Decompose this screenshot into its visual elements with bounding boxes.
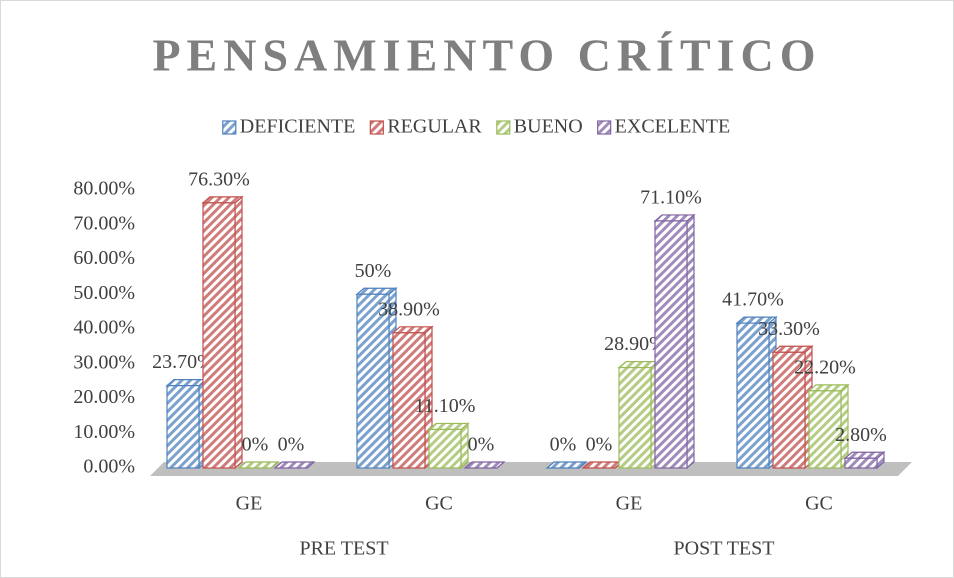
data-label: 23.70%	[152, 351, 214, 373]
data-label: 28.90%	[604, 333, 666, 355]
bar-top	[771, 345, 814, 353]
y-tick-label: 80.00%	[73, 178, 135, 200]
data-label: 38.90%	[378, 298, 440, 320]
group-label: PRE TEST	[299, 538, 388, 560]
x-tick-label: GE	[236, 493, 263, 515]
bar-top	[463, 461, 506, 469]
y-tick-label: 20.00%	[73, 386, 135, 408]
data-label: 76.30%	[188, 168, 250, 190]
data-label: 33.30%	[758, 318, 820, 340]
data-label: 0%	[468, 434, 495, 456]
group-label: POST TEST	[674, 538, 775, 560]
y-tick-label: 70.00%	[73, 212, 135, 234]
legend-label: BUENO	[514, 116, 583, 138]
x-tick-label: GC	[425, 493, 453, 515]
legend-label: DEFICIENTE	[240, 116, 356, 138]
y-tick-label: 50.00%	[73, 282, 135, 304]
legend-label: EXCELENTE	[615, 116, 731, 138]
data-label: 2.80%	[835, 424, 887, 446]
bar-top	[807, 384, 850, 392]
bar-top	[427, 422, 470, 431]
bar-top	[581, 461, 624, 469]
data-label: 0%	[586, 434, 613, 456]
legend-swatch	[222, 120, 237, 135]
bar	[356, 293, 390, 469]
bar	[654, 220, 688, 469]
bar-top	[843, 451, 886, 459]
y-tick-label: 0.00%	[83, 456, 135, 478]
bar	[772, 351, 806, 469]
data-label: 11.10%	[415, 395, 476, 417]
data-label: 22.20%	[794, 356, 856, 378]
chart-title: PENSAMIENTO CRÍTICO	[152, 30, 821, 81]
x-tick-label: GC	[805, 493, 833, 515]
data-label: 71.10%	[640, 187, 702, 209]
bar	[166, 385, 200, 469]
y-tick-label: 60.00%	[73, 247, 135, 269]
bar-top	[201, 196, 244, 204]
bar-side	[234, 195, 243, 470]
floor	[150, 462, 912, 476]
bar-side	[686, 213, 695, 470]
data-label: 0%	[550, 434, 577, 456]
legend-swatch	[496, 120, 511, 135]
bar	[202, 202, 236, 469]
data-label: 41.70%	[722, 289, 784, 311]
y-tick-label: 10.00%	[73, 421, 135, 443]
x-tick-label: GE	[616, 493, 643, 515]
bar-top	[617, 360, 660, 369]
legend-swatch	[597, 120, 612, 135]
bar-top	[391, 326, 434, 334]
bar-top	[165, 379, 208, 387]
bar	[808, 390, 842, 469]
data-label: 0%	[242, 434, 269, 456]
data-label: 50%	[355, 260, 392, 282]
bar-top	[237, 461, 280, 469]
bar	[392, 332, 426, 469]
y-tick-label: 40.00%	[73, 317, 135, 339]
bar-top	[653, 214, 696, 222]
bar	[844, 457, 878, 469]
y-tick-label: 30.00%	[73, 351, 135, 373]
bar	[428, 428, 462, 469]
legend-swatch	[369, 120, 384, 135]
bar-top	[545, 461, 588, 469]
legend-label: REGULAR	[387, 116, 482, 138]
bar	[736, 322, 770, 469]
bar-top	[355, 287, 398, 295]
bar-top	[273, 461, 316, 469]
bar	[618, 366, 652, 469]
data-label: 0%	[278, 434, 305, 456]
